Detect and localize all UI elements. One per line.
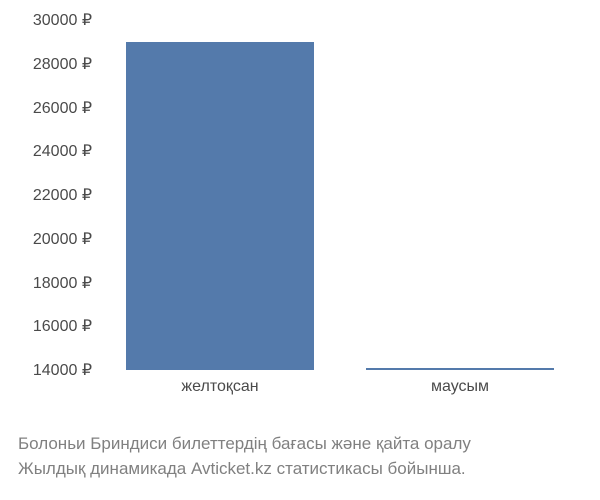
plot-area	[100, 20, 580, 370]
y-axis: 14000 ₽16000 ₽18000 ₽20000 ₽22000 ₽24000…	[0, 20, 100, 370]
bars-layer	[100, 20, 580, 370]
y-tick-label: 20000 ₽	[33, 229, 92, 249]
bar	[126, 42, 313, 370]
bar-chart: 14000 ₽ 16000 ₽ 18000 ₽ 20000 ₽ 22000 ₽ 24000…	[0, 0, 600, 420]
y-tick-label: 16000 ₽	[33, 316, 92, 336]
x-tick-label: маусым	[431, 378, 489, 396]
caption-line-2: Жылдық динамикада Avticket.kz статистика…	[18, 457, 598, 482]
y-tick-label: 24000 ₽	[33, 141, 92, 161]
y-tick-label: 28000 ₽	[33, 54, 92, 74]
x-axis: желтоқсан маусым	[100, 378, 580, 408]
y-tick-label: 30000 ₽	[33, 10, 92, 30]
y-tick-label: 18000 ₽	[33, 273, 92, 293]
x-tick-label: желтоқсан	[181, 378, 258, 396]
bar	[366, 368, 553, 370]
y-tick-label: 26000 ₽	[33, 98, 92, 118]
y-tick-label: 14000 ₽	[33, 360, 92, 380]
caption-line-1: Болоньи Бриндиси билеттердің бағасы және…	[18, 432, 598, 457]
chart-caption: Болоньи Бриндиси билеттердің бағасы және…	[18, 432, 598, 481]
y-tick-label: 22000 ₽	[33, 185, 92, 205]
